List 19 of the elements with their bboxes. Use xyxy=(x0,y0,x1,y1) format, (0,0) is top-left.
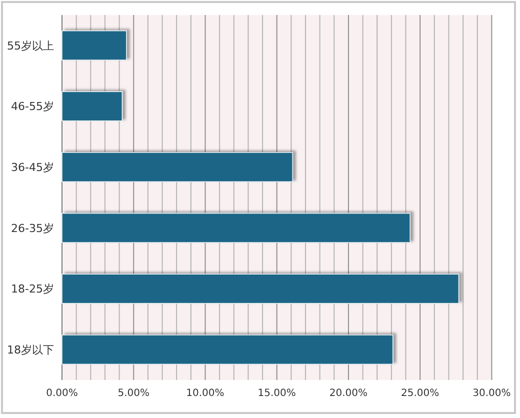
y-tick-label: 46-55岁 xyxy=(11,100,54,114)
y-tick-label: 55岁以上 xyxy=(7,39,54,52)
bar xyxy=(62,334,394,365)
x-tick-label: 15.00% xyxy=(258,388,296,399)
bar xyxy=(62,274,460,304)
y-tick-label: 18岁以下 xyxy=(7,343,54,356)
bar xyxy=(62,212,410,243)
x-tick-label: 10.00% xyxy=(186,388,224,399)
x-tick-label: 0.00% xyxy=(46,388,78,399)
x-tick-label: 25.00% xyxy=(401,388,440,399)
bar xyxy=(62,152,294,182)
y-tick-label: 26-35岁 xyxy=(11,222,54,235)
bar xyxy=(62,30,127,60)
x-tick-label: 30.00% xyxy=(472,388,511,399)
bar xyxy=(62,91,123,122)
x-tick-label: 5.00% xyxy=(118,388,150,399)
y-tick-label: 18-25岁 xyxy=(11,282,54,296)
y-tick-label: 36-45岁 xyxy=(11,160,54,174)
x-tick-label: 20.00% xyxy=(329,388,368,399)
